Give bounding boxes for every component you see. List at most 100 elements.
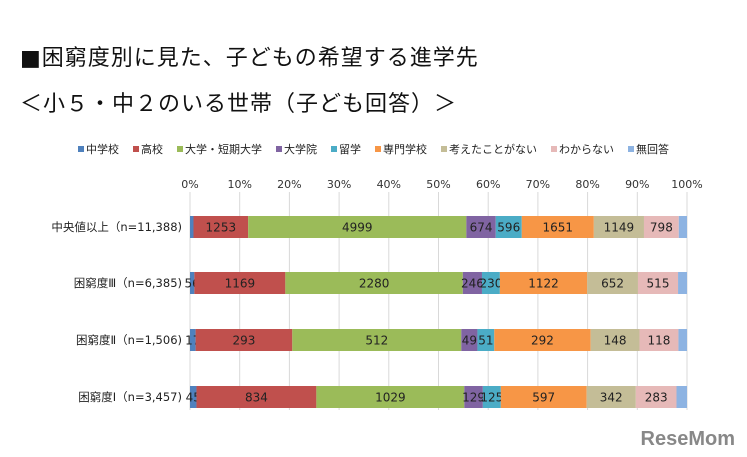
x-tick-label: 60% [476, 178, 500, 191]
bar-segment [190, 329, 196, 351]
bar-segment [462, 272, 482, 294]
data-label: 1651 [543, 221, 574, 235]
data-label: 597 [532, 391, 555, 405]
data-label: 292 [531, 334, 554, 348]
bar-segment [494, 329, 591, 351]
data-label: 230 [479, 277, 502, 291]
category-label: 困窮度Ⅲ（n=6,385) [74, 276, 182, 290]
legend-label: 留学 [339, 143, 361, 156]
x-tick-label: 50% [426, 178, 450, 191]
data-label: 674 [470, 221, 493, 235]
legend-label: 大学・短期大学 [185, 143, 262, 156]
legend-swatch [177, 146, 183, 152]
legend-swatch [375, 146, 381, 152]
legend-swatch [628, 146, 634, 152]
bar-segment [643, 216, 679, 238]
bar-segment [639, 329, 679, 351]
legend-label: 無回答 [636, 143, 669, 156]
bar-segment [477, 329, 495, 351]
x-tick-label: 20% [277, 178, 301, 191]
legend: 中学校 高校 大学・短期大学 大学院 留学 専門学校 考えたことがない わからない 無回答 [78, 141, 669, 157]
data-label: 515 [647, 277, 670, 291]
data-label: 1029 [375, 391, 406, 405]
bar-segment [678, 216, 687, 238]
legend-item: 大学院 [276, 141, 317, 157]
data-label: 798 [650, 221, 673, 235]
bar-segment [248, 216, 467, 238]
data-label: 1149 [604, 221, 635, 235]
bar-segment [195, 329, 293, 351]
legend-item: 中学校 [78, 141, 119, 157]
legend-swatch [551, 146, 557, 152]
legend-swatch [133, 146, 139, 152]
bar-segment [481, 272, 500, 294]
data-label: 834 [245, 391, 268, 405]
data-label: 1122 [528, 277, 559, 291]
legend-label: わからない [559, 143, 614, 156]
data-label: 2280 [359, 277, 390, 291]
data-label: 596 [497, 221, 520, 235]
data-label: 652 [601, 277, 624, 291]
bar-segment [521, 216, 594, 238]
data-label: 342 [600, 391, 623, 405]
data-label: 4999 [342, 221, 373, 235]
bar-segment [466, 216, 496, 238]
bar-segment [635, 386, 677, 408]
x-tick-label: 80% [575, 178, 599, 191]
bar-segment [587, 272, 638, 294]
bar-segment [500, 386, 587, 408]
category-label: 困窮度Ⅰ（n=3,457) [78, 390, 182, 404]
bar-segment [292, 329, 462, 351]
data-label: 148 [604, 334, 627, 348]
data-label: 1253 [206, 221, 237, 235]
chart-subtitle: ＜小５・中２のいる世帯（子ども回答）＞ [20, 92, 458, 117]
bar-segment [590, 329, 640, 351]
data-label: 246 [461, 277, 484, 291]
data-label: 512 [365, 334, 388, 348]
legend-label: 専門学校 [383, 143, 427, 156]
x-tick-label: 90% [625, 178, 649, 191]
data-label: 118 [647, 334, 670, 348]
bar-segment [316, 386, 465, 408]
chart-title: ■困窮度別に見た、子どもの希望する進学先 [20, 46, 479, 71]
x-tick-label: 30% [327, 178, 351, 191]
legend-item: 無回答 [628, 141, 669, 157]
bar-segment [196, 386, 317, 408]
bar-segment [190, 272, 195, 294]
bar-segment [495, 216, 522, 238]
bar-segment [190, 216, 194, 238]
x-tick-label: 10% [227, 178, 251, 191]
bar-segment [193, 216, 249, 238]
bar-segment [461, 329, 478, 351]
bar-segment [678, 329, 687, 351]
legend-item: 高校 [133, 141, 163, 157]
bar-segment [194, 272, 286, 294]
x-tick-label: 40% [377, 178, 401, 191]
data-label: 129 [462, 391, 485, 405]
bar-segment [464, 386, 483, 408]
legend-label: 高校 [141, 143, 163, 156]
bar-segment [637, 272, 679, 294]
bar-segment [285, 272, 463, 294]
legend-swatch [78, 146, 84, 152]
legend-item: わからない [551, 141, 614, 157]
data-label: 283 [645, 391, 668, 405]
legend-item: 留学 [331, 141, 361, 157]
category-label: 中央値以上（n=11,388) [51, 220, 182, 234]
legend-item: 大学・短期大学 [177, 141, 262, 157]
data-label: 293 [233, 334, 256, 348]
bar-segment [676, 386, 687, 408]
bar-segment [593, 216, 644, 238]
data-label: 49 [462, 334, 477, 348]
bar-segment [190, 386, 197, 408]
legend-label: 中学校 [86, 143, 119, 156]
legend-label: 考えたことがない [449, 143, 537, 156]
legend-label: 大学院 [284, 143, 317, 156]
bar-segment [482, 386, 501, 408]
x-tick-label: 70% [526, 178, 550, 191]
x-tick-label: 0% [181, 178, 198, 191]
category-label: 困窮度Ⅱ（n=1,506) [76, 333, 182, 347]
resemom-watermark: ReseMom [640, 428, 735, 450]
